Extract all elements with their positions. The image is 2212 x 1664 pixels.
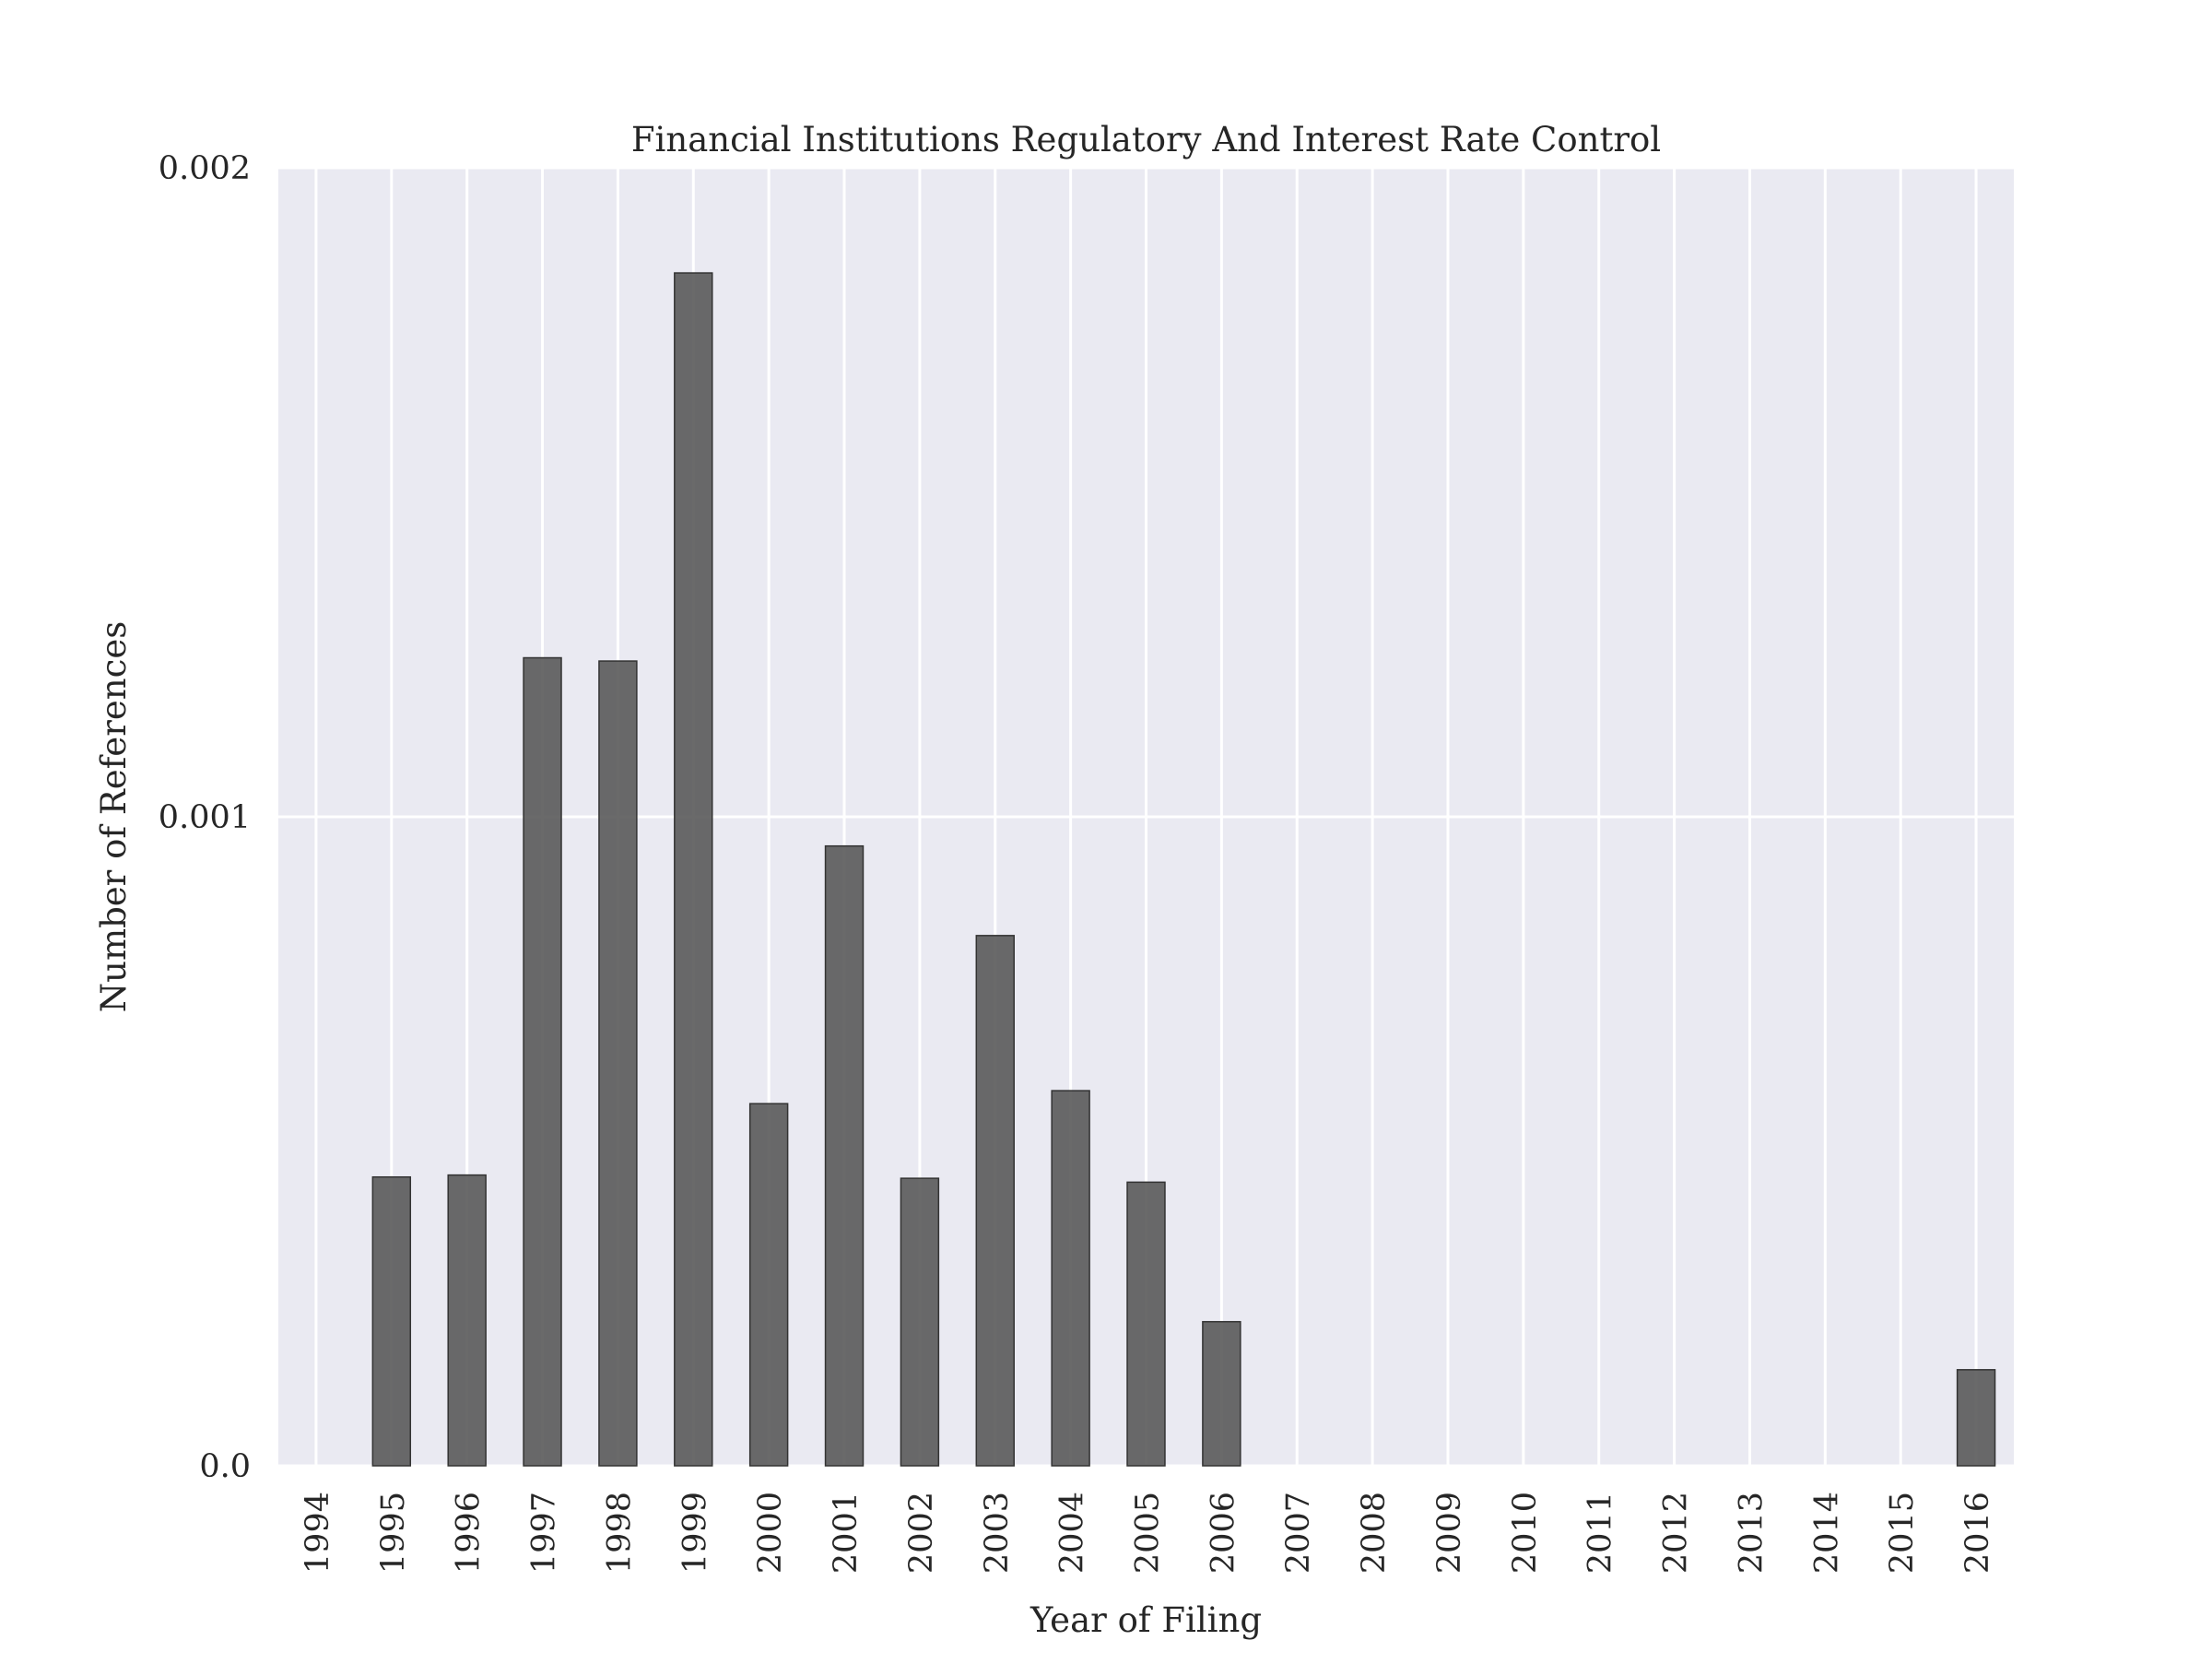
bar-1995 [371, 1175, 412, 1467]
x-tick-label: 1999 [677, 1492, 713, 1574]
x-tick-label: 2014 [1808, 1492, 1845, 1574]
x-tick-label: 1996 [451, 1492, 488, 1574]
bar-2004 [1051, 1090, 1090, 1467]
bar-1999 [674, 272, 713, 1467]
x-tick-label: 2007 [1280, 1492, 1317, 1574]
bar-2005 [1126, 1181, 1166, 1467]
x-tick-label: 1994 [300, 1492, 336, 1574]
x-tick-label: 2015 [1884, 1492, 1921, 1574]
x-tick-label: 2016 [1959, 1492, 1996, 1574]
x-tick-label: 2003 [979, 1492, 1016, 1574]
x-axis-label: Year of Filing [1030, 1600, 1262, 1640]
bar-2000 [748, 1103, 789, 1467]
y-tick-label: 0.001 [159, 799, 251, 836]
x-tick-label: 2013 [1733, 1492, 1770, 1574]
x-tick-label: 1998 [601, 1492, 638, 1574]
bars [371, 272, 1996, 1467]
y-tick-labels: 0.0 0.001 0.002 [159, 150, 251, 1485]
bar-1996 [447, 1174, 487, 1467]
y-tick-label: 0.0 [199, 1448, 251, 1485]
x-tick-label: 2006 [1205, 1492, 1241, 1574]
x-tick-label: 2005 [1130, 1492, 1167, 1574]
x-tick-label: 2008 [1356, 1492, 1393, 1574]
bar-2003 [975, 935, 1015, 1467]
x-tick-label: 2010 [1507, 1492, 1544, 1574]
y-axis-label: Number of References [94, 621, 134, 1012]
x-tick-label: 1997 [526, 1492, 563, 1574]
x-tick-label: 2004 [1054, 1492, 1091, 1574]
bar-2006 [1202, 1320, 1241, 1467]
x-tick-label: 1995 [375, 1492, 412, 1574]
bar-2002 [900, 1177, 940, 1467]
chart-title: Financial Institutions Regulatory And In… [631, 120, 1661, 159]
x-tick-label: 2000 [752, 1492, 789, 1574]
x-tick-label: 2012 [1658, 1492, 1695, 1574]
bar-2016 [1956, 1369, 1996, 1467]
x-tick-label: 2002 [903, 1492, 940, 1574]
bar-1997 [523, 656, 562, 1467]
x-tick-labels: 1994 1995 1996 1997 1998 1999 2000 2001 2002 2003… [300, 1492, 1996, 1574]
bar-2001 [824, 844, 865, 1467]
x-tick-label: 2009 [1431, 1492, 1468, 1574]
bar-1998 [598, 660, 638, 1467]
x-tick-label: 2001 [828, 1492, 865, 1574]
x-tick-label: 2011 [1583, 1492, 1619, 1574]
y-tick-label: 0.002 [159, 150, 251, 187]
